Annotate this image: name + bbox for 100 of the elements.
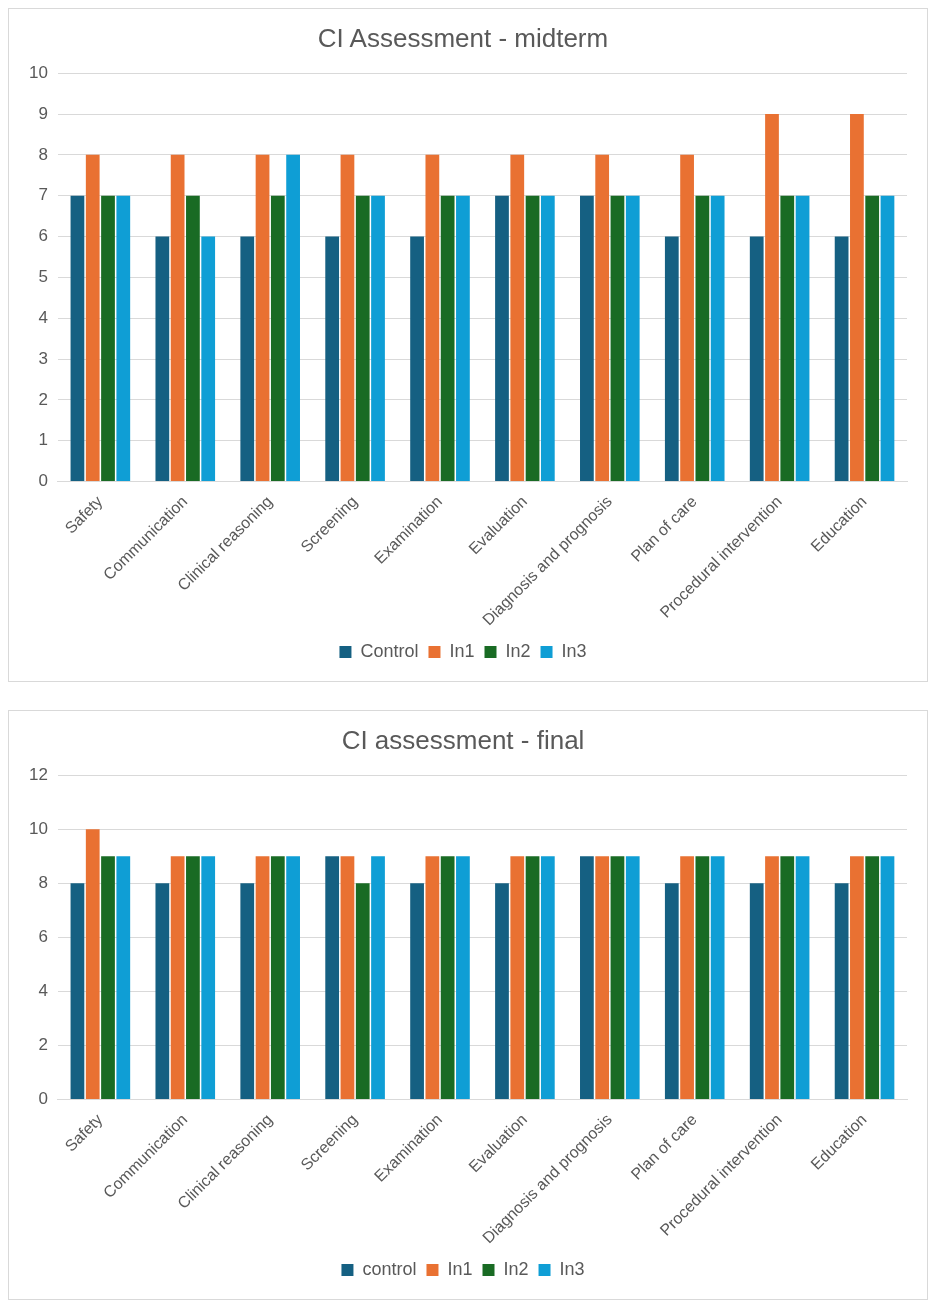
bar bbox=[425, 154, 440, 482]
bar bbox=[170, 154, 185, 482]
bar bbox=[865, 195, 880, 482]
bar bbox=[440, 856, 455, 1100]
bar bbox=[355, 195, 370, 482]
bar bbox=[850, 856, 864, 1100]
bar bbox=[456, 195, 470, 482]
bar bbox=[286, 154, 300, 482]
bar bbox=[201, 236, 216, 482]
bar bbox=[749, 236, 764, 482]
y-tick-label: 6 bbox=[38, 226, 48, 246]
bar bbox=[240, 236, 255, 482]
legend-label: In3 bbox=[559, 1258, 585, 1279]
chart-title: CI assessment - final bbox=[341, 724, 585, 755]
bar bbox=[834, 883, 849, 1100]
bar bbox=[186, 195, 200, 482]
bar bbox=[580, 195, 594, 482]
bar bbox=[410, 883, 424, 1100]
bar bbox=[410, 236, 424, 482]
bar bbox=[240, 883, 255, 1100]
bar bbox=[116, 195, 131, 482]
bar bbox=[780, 856, 795, 1100]
legend-label: In2 bbox=[503, 1258, 529, 1279]
bar bbox=[880, 856, 895, 1100]
bar bbox=[865, 856, 880, 1100]
bar bbox=[340, 154, 355, 482]
bar bbox=[510, 856, 525, 1100]
bar bbox=[495, 195, 509, 482]
bar bbox=[355, 883, 370, 1100]
bar bbox=[795, 856, 810, 1100]
bar bbox=[270, 195, 285, 482]
bar bbox=[525, 195, 540, 482]
bar bbox=[664, 236, 679, 482]
bar bbox=[495, 883, 509, 1100]
bar bbox=[540, 195, 555, 482]
legend-label: In1 bbox=[447, 1258, 473, 1279]
bar bbox=[170, 856, 185, 1100]
bar bbox=[680, 856, 694, 1100]
bar bbox=[270, 856, 285, 1100]
bar bbox=[580, 856, 594, 1100]
y-tick-label: 10 bbox=[28, 62, 48, 82]
bar bbox=[540, 856, 555, 1100]
bar bbox=[286, 856, 300, 1100]
bar bbox=[880, 195, 895, 482]
bar bbox=[201, 856, 216, 1100]
bar bbox=[765, 114, 779, 482]
bar bbox=[749, 883, 764, 1100]
bar bbox=[595, 154, 610, 482]
y-tick-label: 5 bbox=[38, 267, 48, 287]
bar bbox=[795, 195, 810, 482]
legend-label: In2 bbox=[505, 640, 531, 661]
bar bbox=[371, 195, 385, 482]
bar bbox=[116, 856, 131, 1100]
bar bbox=[255, 154, 270, 482]
y-tick-label: 2 bbox=[38, 1035, 48, 1055]
legend-label: control bbox=[362, 1258, 417, 1279]
bar bbox=[765, 856, 779, 1100]
bar bbox=[834, 236, 849, 482]
bar bbox=[85, 154, 100, 482]
bar bbox=[155, 236, 170, 482]
y-tick-label: 9 bbox=[38, 103, 48, 123]
bar bbox=[695, 856, 710, 1100]
bar bbox=[610, 195, 625, 482]
y-tick-label: 3 bbox=[38, 348, 48, 368]
bar bbox=[155, 883, 170, 1100]
legend-label: Control bbox=[360, 640, 419, 661]
bar bbox=[255, 856, 270, 1100]
legend-label: In1 bbox=[449, 640, 475, 661]
y-tick-label: 12 bbox=[28, 764, 48, 784]
y-tick-label: 10 bbox=[28, 818, 48, 838]
bar bbox=[710, 195, 725, 482]
bar bbox=[371, 856, 385, 1100]
bar bbox=[456, 856, 470, 1100]
bar bbox=[625, 856, 640, 1100]
bar bbox=[101, 195, 115, 482]
bar bbox=[695, 195, 710, 482]
bar bbox=[325, 856, 340, 1100]
bar bbox=[70, 195, 85, 482]
bar bbox=[186, 856, 200, 1100]
bar bbox=[101, 856, 115, 1100]
y-tick-label: 4 bbox=[38, 981, 48, 1001]
y-tick-label: 4 bbox=[38, 307, 48, 327]
bar bbox=[625, 195, 640, 482]
y-tick-label: 7 bbox=[38, 185, 48, 205]
bar bbox=[425, 856, 440, 1100]
y-tick-label: 0 bbox=[38, 471, 48, 491]
chart-title: CI Assessment - midterm bbox=[317, 22, 609, 53]
bar bbox=[780, 195, 795, 482]
y-tick-label: 6 bbox=[38, 927, 48, 947]
bar bbox=[510, 154, 525, 482]
bar bbox=[664, 883, 679, 1100]
bar bbox=[850, 114, 864, 482]
y-tick-label: 8 bbox=[38, 873, 48, 892]
bar bbox=[325, 236, 340, 482]
y-tick-label: 1 bbox=[38, 430, 48, 450]
y-tick-label: 0 bbox=[38, 1089, 48, 1109]
x-tick-label: Plan of care bbox=[627, 492, 701, 565]
bar bbox=[340, 856, 355, 1100]
bar bbox=[680, 154, 694, 482]
bar bbox=[595, 856, 610, 1100]
